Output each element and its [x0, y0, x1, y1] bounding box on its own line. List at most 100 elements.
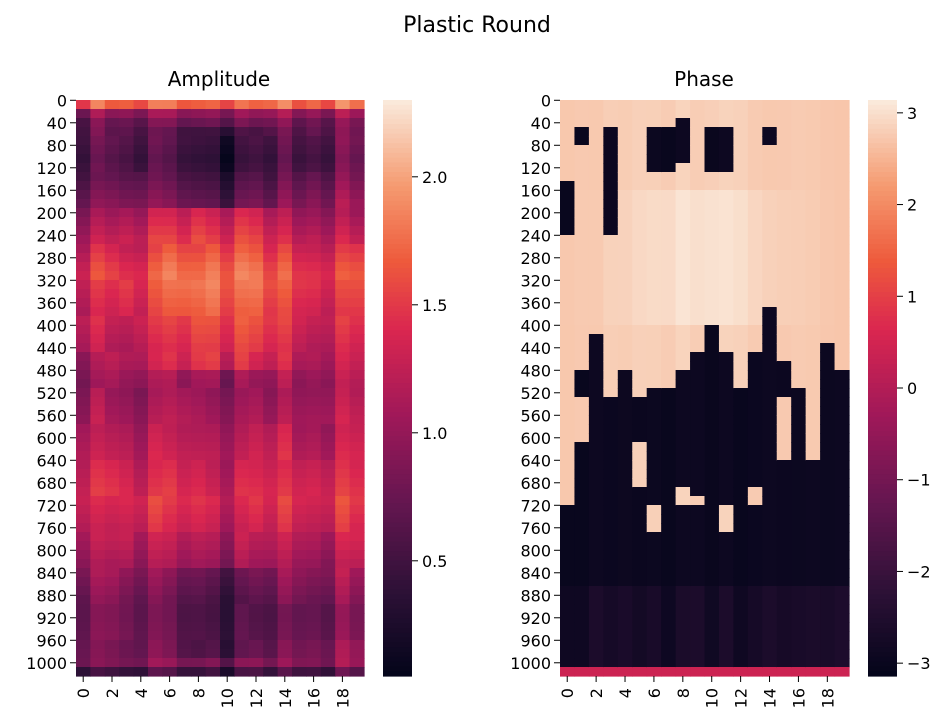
- heatmap-cell: [617, 568, 633, 578]
- heatmap-cell: [133, 388, 149, 398]
- heatmap-cell: [603, 343, 619, 353]
- heatmap-cell: [588, 532, 604, 542]
- heatmap-cell: [805, 415, 821, 425]
- heatmap-cell: [588, 145, 604, 155]
- heatmap-cell: [133, 487, 149, 497]
- heatmap-cell: [176, 199, 192, 209]
- heatmap-cell: [791, 181, 807, 191]
- heatmap-cell: [335, 622, 351, 632]
- heatmap-cell: [560, 523, 576, 533]
- heatmap-cell: [349, 577, 365, 587]
- heatmap-cell: [349, 325, 365, 335]
- heatmap-cell: [292, 190, 307, 200]
- heatmap-cell: [277, 199, 293, 209]
- heatmap-cell: [335, 172, 351, 182]
- heatmap-cell: [560, 595, 576, 605]
- heatmap-cell: [718, 433, 734, 443]
- heatmap-cell: [176, 532, 192, 542]
- heatmap-cell: [306, 559, 322, 569]
- heatmap-cell: [277, 406, 293, 416]
- y-tick-label: 280: [36, 249, 67, 268]
- heatmap-cell: [646, 640, 662, 650]
- heatmap-cell: [191, 379, 207, 389]
- heatmap-cell: [205, 514, 221, 524]
- heatmap-cell: [191, 172, 207, 182]
- heatmap-cell: [349, 361, 365, 371]
- y-tick-label: 1000: [26, 654, 67, 673]
- heatmap-cell: [762, 631, 778, 641]
- heatmap-cell: [704, 451, 720, 461]
- heatmap-cell: [704, 568, 720, 578]
- colorbar-segment: [868, 359, 897, 365]
- heatmap-cell: [320, 199, 336, 209]
- heatmap-cell: [349, 127, 365, 137]
- heatmap-cell: [90, 388, 106, 398]
- heatmap-cell: [776, 541, 792, 551]
- heatmap-cell: [574, 280, 590, 290]
- heatmap-cell: [320, 208, 336, 218]
- heatmap-cell: [661, 559, 677, 569]
- heatmap-cell: [776, 577, 792, 587]
- heatmap-cell: [205, 280, 221, 290]
- heatmap-cell: [335, 487, 351, 497]
- heatmap-cell: [805, 523, 821, 533]
- heatmap-cell: [834, 181, 850, 191]
- figure-title: Plastic Round: [403, 13, 551, 38]
- heatmap-cell: [90, 487, 106, 497]
- heatmap-cell: [133, 208, 149, 218]
- heatmap-cell: [349, 487, 365, 497]
- heatmap-cell: [574, 397, 590, 407]
- heatmap-cell: [176, 550, 192, 560]
- heatmap-cell: [834, 640, 850, 650]
- heatmap-cell: [248, 370, 264, 380]
- heatmap-cell: [718, 343, 734, 353]
- heatmap-cell: [791, 244, 807, 254]
- heatmap-cell: [234, 433, 250, 443]
- heatmap-cell: [762, 298, 778, 308]
- heatmap-cell: [747, 226, 763, 236]
- heatmap-cell: [306, 109, 322, 119]
- heatmap-cell: [632, 406, 648, 416]
- heatmap-cell: [747, 343, 763, 353]
- heatmap-cell: [263, 487, 279, 497]
- heatmap-cell: [617, 613, 633, 623]
- heatmap-cell: [675, 622, 691, 632]
- heatmap-cell: [762, 127, 778, 137]
- heatmap-cell: [263, 361, 279, 371]
- heatmap-cell: [119, 118, 135, 128]
- y-tick-label: 640: [520, 451, 551, 470]
- heatmap-cell: [733, 595, 749, 605]
- heatmap-cell: [133, 163, 149, 173]
- heatmap-cell: [646, 316, 662, 326]
- heatmap-cell: [560, 478, 576, 488]
- heatmap-cell: [248, 640, 264, 650]
- heatmap-cell: [661, 442, 677, 452]
- heatmap-cell: [617, 208, 633, 218]
- colorbar-segment: [868, 253, 897, 259]
- colorbar-segment: [868, 330, 897, 336]
- heatmap-cell: [277, 487, 293, 497]
- heatmap-cell: [560, 118, 576, 128]
- heatmap-cell: [191, 667, 207, 677]
- heatmap-cell: [646, 559, 662, 569]
- heatmap-cell: [646, 415, 662, 425]
- heatmap-cell: [560, 469, 576, 479]
- heatmap-cell: [90, 613, 106, 623]
- x-tick-label: 8: [189, 688, 208, 698]
- heatmap-cell: [588, 190, 604, 200]
- heatmap-cell: [176, 586, 192, 596]
- heatmap-cell: [718, 667, 734, 677]
- heatmap-cell: [306, 172, 322, 182]
- heatmap-cell: [690, 199, 706, 209]
- colorbar-segment: [868, 152, 897, 159]
- heatmap-cell: [690, 253, 706, 263]
- heatmap-cell: [162, 262, 178, 272]
- heatmap-cell: [349, 559, 365, 569]
- colorbar-segment: [383, 637, 412, 643]
- heatmap-cell: [690, 172, 706, 182]
- heatmap-cell: [234, 460, 250, 470]
- heatmap-cell: [162, 541, 178, 551]
- heatmap-cell: [306, 280, 322, 290]
- colorbar-segment: [868, 157, 897, 163]
- colorbar-segment: [383, 474, 412, 480]
